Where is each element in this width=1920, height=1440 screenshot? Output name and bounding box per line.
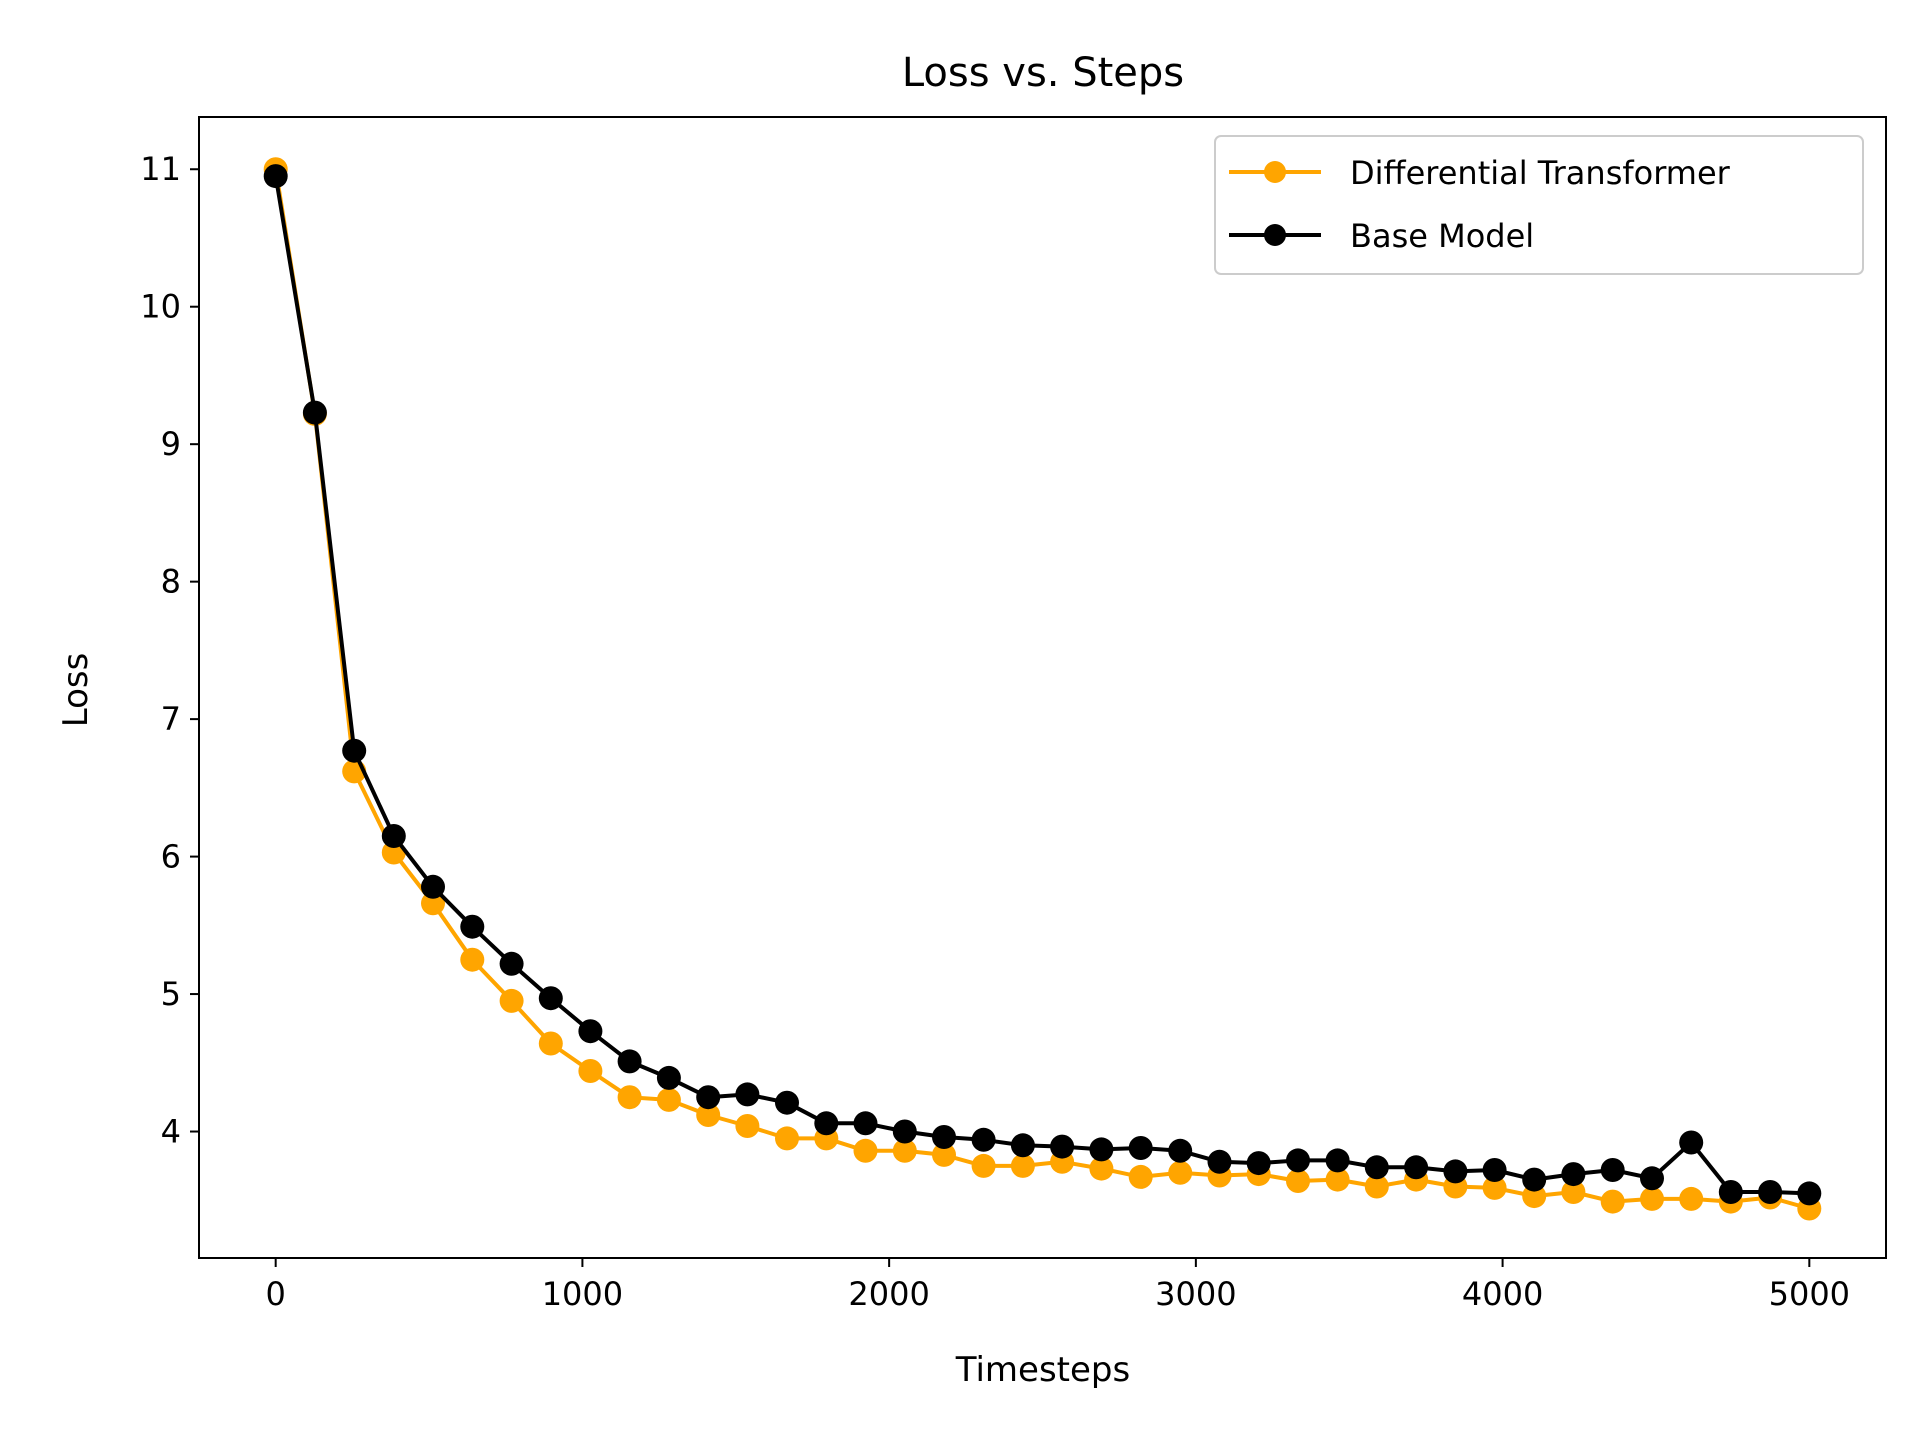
y-axis: 4 5 6 7 8 9 10 11 <box>140 150 199 1151</box>
data-point-differential-transformer <box>499 988 524 1013</box>
data-point-base-model <box>656 1065 681 1090</box>
data-point-base-model <box>381 824 406 848</box>
data-point-base-model <box>696 1085 721 1110</box>
data-point-base-model <box>1561 1162 1586 1187</box>
series-layer <box>263 157 1822 1221</box>
data-point-base-model <box>1010 1133 1035 1158</box>
y-tick-label: 6 <box>161 838 181 876</box>
data-point-base-model <box>421 874 445 899</box>
data-point-differential-transformer <box>617 1085 642 1110</box>
data-point-base-model <box>1522 1167 1547 1192</box>
data-point-base-model <box>1168 1138 1193 1163</box>
data-point-differential-transformer <box>775 1126 799 1151</box>
series-line-differential-transformer <box>273 168 1810 1211</box>
data-point-differential-transformer <box>421 891 445 916</box>
x-tick-label: 5000 <box>1769 1275 1850 1313</box>
x-tick-label: 4000 <box>1462 1275 1543 1313</box>
data-point-base-model <box>853 1111 878 1136</box>
data-point-base-model <box>263 164 288 189</box>
data-point-base-model <box>735 1082 760 1107</box>
data-point-differential-transformer <box>1640 1186 1664 1211</box>
data-point-base-model <box>1758 1180 1783 1204</box>
data-point-base-model <box>617 1049 642 1074</box>
data-point-base-model <box>1679 1130 1704 1155</box>
data-point-base-model <box>342 738 367 763</box>
data-point-differential-transformer <box>656 1087 681 1112</box>
x-tick-label: 1000 <box>542 1275 623 1313</box>
data-point-differential-transformer <box>1089 1156 1114 1181</box>
data-point-differential-transformer <box>1522 1184 1547 1209</box>
x-tick-label: 0 <box>266 1275 286 1313</box>
y-tick-label: 9 <box>161 425 181 463</box>
y-tick-label: 4 <box>161 1113 181 1151</box>
plot-area-frame <box>198 116 1887 1259</box>
data-point-differential-transformer <box>1128 1164 1153 1189</box>
data-point-base-model <box>1364 1155 1389 1180</box>
data-point-base-model <box>1050 1134 1075 1159</box>
data-point-base-model <box>1286 1148 1310 1173</box>
x-tick-label: 2000 <box>848 1275 929 1313</box>
data-point-differential-transformer <box>1600 1189 1625 1214</box>
data-point-differential-transformer <box>460 947 485 972</box>
chart-title: Loss vs. Steps <box>902 50 1184 96</box>
data-point-differential-transformer <box>1561 1180 1586 1204</box>
data-point-differential-transformer <box>853 1138 878 1163</box>
legend-marker-differential-transformer <box>1264 161 1286 183</box>
data-point-differential-transformer <box>892 1138 917 1163</box>
series-base-model <box>263 164 1822 1206</box>
data-point-base-model <box>971 1127 996 1152</box>
data-point-base-model <box>1246 1151 1271 1176</box>
data-point-base-model <box>302 400 327 425</box>
data-point-base-model <box>892 1119 917 1144</box>
data-point-base-model <box>1089 1137 1114 1162</box>
data-point-base-model <box>578 1019 603 1044</box>
x-axis: 0 1000 2000 3000 4000 5000 <box>266 1258 1850 1313</box>
data-point-base-model <box>932 1125 956 1149</box>
data-point-differential-transformer <box>932 1142 956 1167</box>
data-point-differential-transformer <box>1010 1153 1035 1178</box>
data-point-base-model <box>775 1090 799 1115</box>
data-point-differential-transformer <box>538 1031 563 1056</box>
x-axis-label: Timesteps <box>955 1350 1130 1390</box>
y-tick-label: 11 <box>140 150 181 188</box>
data-point-base-model <box>1600 1158 1625 1182</box>
data-point-base-model <box>1325 1148 1350 1173</box>
legend-marker-base-model <box>1264 224 1286 246</box>
data-point-differential-transformer <box>1482 1175 1507 1200</box>
y-axis-label: Loss <box>56 653 96 728</box>
data-point-differential-transformer <box>696 1103 721 1127</box>
data-point-base-model <box>538 986 563 1011</box>
legend-label-differential-transformer: Differential Transformer <box>1350 154 1731 192</box>
data-point-differential-transformer <box>1364 1174 1389 1199</box>
legend-label-base-model: Base Model <box>1350 217 1534 255</box>
y-tick-label: 5 <box>161 975 181 1013</box>
data-point-base-model <box>1404 1155 1429 1180</box>
series-line-base-model <box>273 175 1810 1196</box>
series-differential-transformer <box>263 157 1822 1221</box>
x-tick-label: 3000 <box>1155 1275 1236 1313</box>
data-point-base-model <box>1128 1136 1153 1160</box>
data-point-base-model <box>1640 1166 1664 1191</box>
legend: Differential Transformer Base Model <box>1214 135 1864 275</box>
y-tick-label: 8 <box>161 563 181 601</box>
data-point-base-model <box>460 914 485 939</box>
data-point-base-model <box>499 951 524 976</box>
data-point-differential-transformer <box>971 1153 996 1178</box>
data-point-differential-transformer <box>1286 1169 1310 1193</box>
y-tick-label: 7 <box>161 700 181 738</box>
data-point-base-model <box>1207 1149 1232 1174</box>
data-point-base-model <box>1797 1181 1822 1206</box>
y-tick-label: 10 <box>140 288 181 326</box>
data-point-differential-transformer <box>1168 1160 1193 1185</box>
data-point-base-model <box>1718 1180 1743 1204</box>
legend-frame <box>1214 135 1864 275</box>
data-point-base-model <box>1482 1158 1507 1182</box>
data-point-base-model <box>814 1111 839 1136</box>
data-point-differential-transformer <box>1325 1167 1350 1192</box>
data-point-differential-transformer <box>1679 1186 1704 1211</box>
data-point-differential-transformer <box>735 1114 760 1138</box>
data-point-differential-transformer <box>578 1059 603 1083</box>
data-point-base-model <box>1443 1159 1468 1184</box>
